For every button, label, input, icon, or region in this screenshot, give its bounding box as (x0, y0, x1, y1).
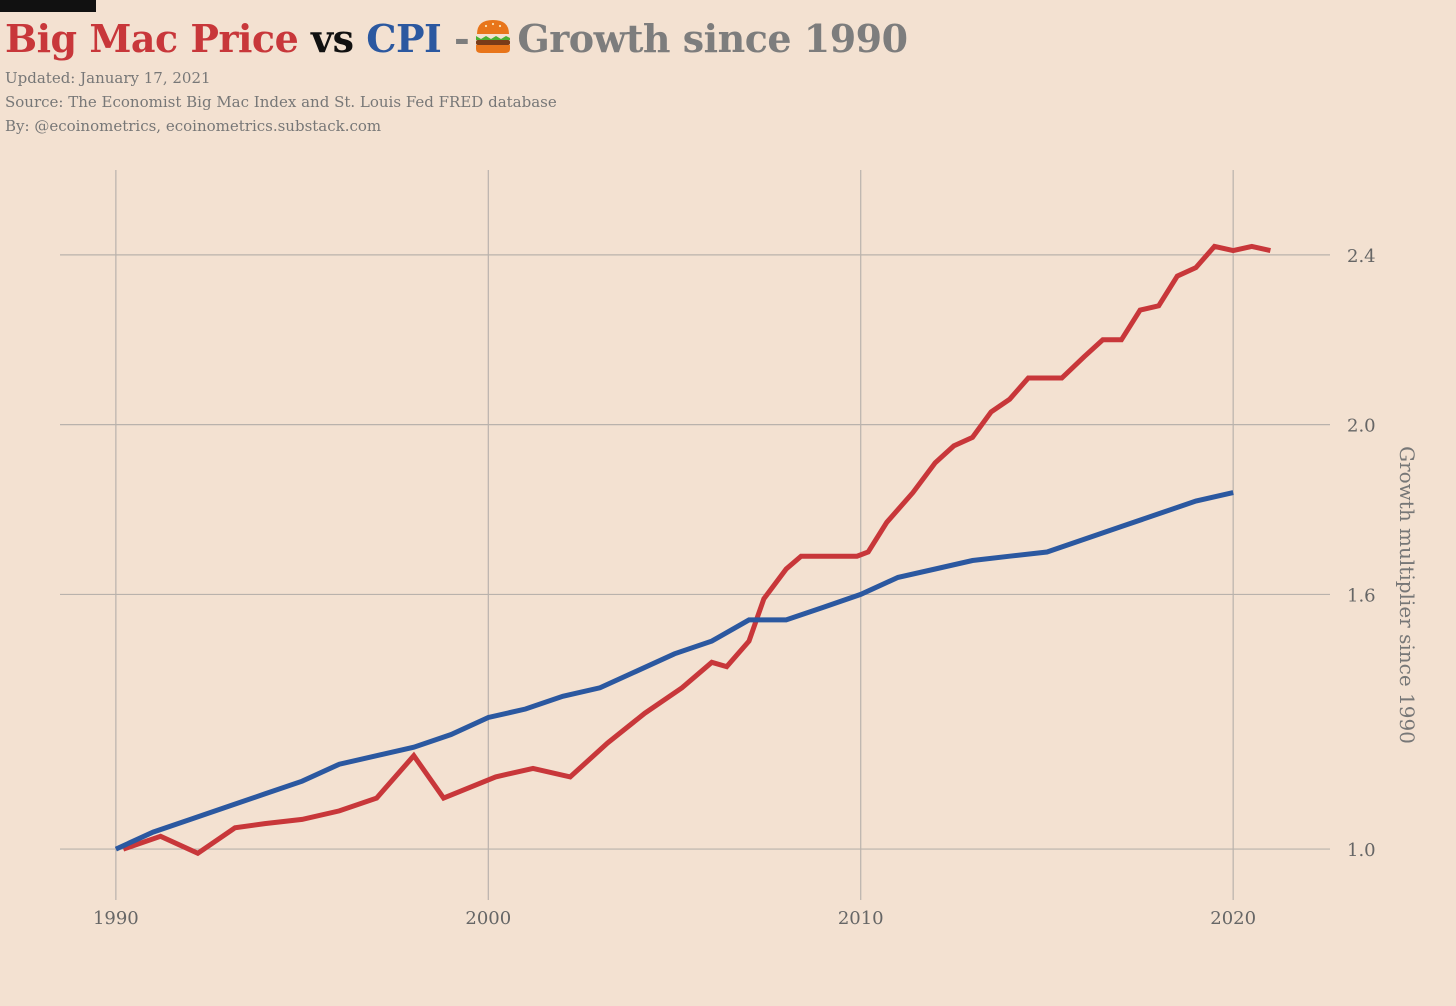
series-line-cpi (114, 490, 1234, 852)
y-tick-label-2.4: 2.4 (1347, 246, 1376, 267)
title-vs: vs (311, 16, 354, 61)
y-tick-label-2: 2.0 (1347, 416, 1376, 437)
title-big-mac: Big Mac Price (5, 16, 299, 61)
grid (60, 170, 1330, 900)
x-tick-label-1990: 1990 (93, 908, 139, 929)
y-tick-label-1.6: 1.6 (1347, 585, 1376, 606)
corner-mark (0, 0, 96, 12)
x-tick-label-2000: 2000 (465, 908, 511, 929)
title-growth: Growth since 1990 (517, 16, 908, 61)
updated-date: Updated: January 17, 2021 (5, 69, 211, 87)
chart-title: Big Mac Price vs CPI - Growth since 1990 (5, 14, 908, 68)
title-cpi: CPI (366, 16, 442, 61)
burger-icon (473, 16, 513, 68)
byline: By: @ecoinometrics, ecoinometrics.substa… (5, 117, 382, 135)
y-axis-title: Growth multiplier since 1990 (1395, 446, 1419, 744)
series-line-big-mac-price (122, 243, 1271, 857)
source-note: Source: The Economist Big Mac Index and … (5, 93, 557, 111)
x-tick-label-2020: 2020 (1210, 908, 1256, 929)
x-tick-label-2010: 2010 (838, 908, 884, 929)
title-dash: - (454, 16, 470, 61)
tick-labels: 1990 2000 2010 2020 1.0 1.6 2.0 2.4 (93, 246, 1376, 929)
series-lines (114, 243, 1271, 857)
y-tick-label-1: 1.0 (1347, 840, 1376, 861)
